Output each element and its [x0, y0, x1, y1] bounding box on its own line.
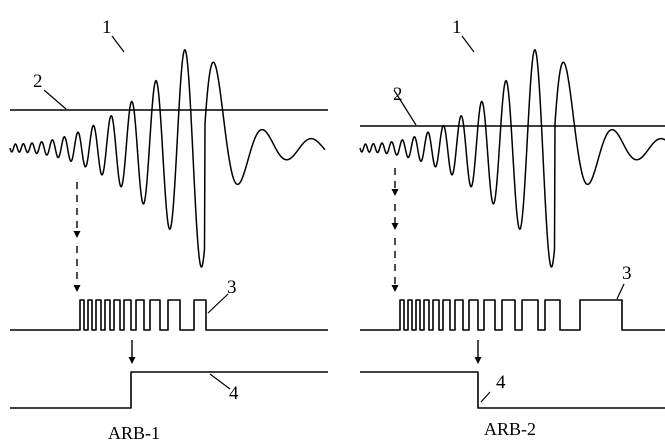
panel1-dashed-arrow-b-head	[73, 285, 81, 292]
panel2-output-step	[360, 371, 665, 409]
panel2-signal-waveform	[359, 49, 665, 268]
panel2-label-pulses: 3	[622, 263, 632, 284]
panel2-label-signal: 1	[452, 17, 462, 38]
panel1-signal-waveform	[9, 49, 326, 268]
panel2-leader-signal	[461, 35, 475, 53]
panel2-leader-threshold	[393, 89, 417, 126]
panel1-dashed-arrow-a-head	[73, 231, 81, 238]
panel2-caption: ARB-2	[484, 419, 537, 439]
panel2-dashed-arrow-a-head	[391, 189, 399, 196]
panel1-output-step	[10, 371, 328, 409]
panel2-leader-output	[480, 391, 491, 403]
panel1-leader-threshold	[43, 89, 67, 110]
panel1-caption: ARB-1	[108, 423, 161, 443]
panel1-label-pulses: 3	[227, 277, 237, 298]
panel1-label-output: 4	[229, 383, 239, 404]
panel1-label-threshold: 2	[33, 71, 43, 92]
panel1-pulse-train	[10, 299, 328, 331]
panel1-solid-arrow-head	[128, 357, 136, 364]
panel1-leader-signal	[111, 35, 125, 53]
panel2-dashed-arrow-b-head	[391, 223, 399, 230]
panel1-leader-output	[209, 373, 231, 390]
panel2-label-output: 4	[496, 372, 506, 393]
panel1-label-signal: 1	[102, 17, 112, 38]
panel1-leader-pulses	[207, 293, 229, 314]
panel2-solid-arrow-head	[474, 357, 482, 364]
panel2-dashed-arrow-c-head	[391, 285, 399, 292]
panel2-pulse-train	[360, 299, 665, 331]
panel2-leader-pulses	[616, 283, 625, 300]
panel2-label-threshold: 2	[393, 84, 403, 105]
